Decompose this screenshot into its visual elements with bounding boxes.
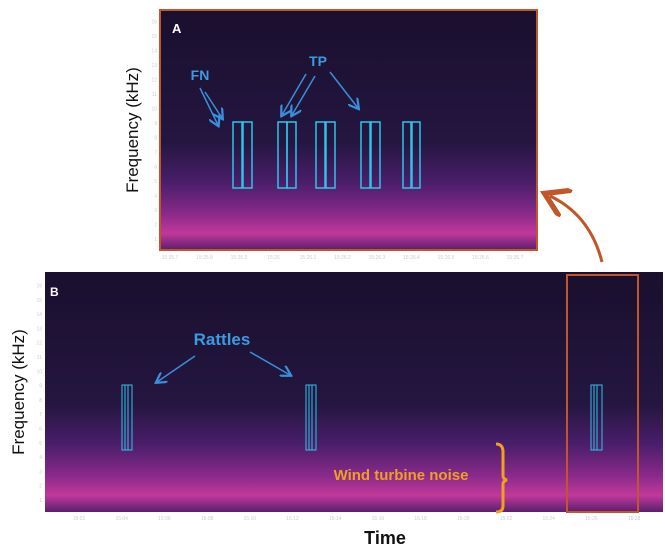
y-tick-label: 5 [39,441,42,447]
x-tick-label: 15:25.8 [196,255,213,261]
x-tick-label: 15:02 [73,516,86,522]
y-tick-label: 15 [36,298,42,304]
brace [495,442,508,514]
zoom-arrow [550,196,604,263]
y-tick-label: 15 [151,34,157,40]
y-tick-label: 3 [39,469,42,475]
spectrogram [45,272,663,512]
y-axis-label: Frequency (kHz) [123,67,142,193]
annotation: FN [191,67,210,83]
y-tick-label: 16 [151,20,157,26]
rattles [121,384,603,451]
y-tick-label: 6 [154,165,157,171]
x-tick-label: 15:26.6 [472,255,489,261]
x-tick-label: 15:26 [267,255,280,261]
x-tick-label: 15:16 [372,516,385,522]
y-tick-label: 12 [36,341,42,347]
y-tick-label: 16 [36,284,42,290]
y-tick-label: 10 [36,369,42,375]
x-tick-label: 15:26.1 [300,255,317,261]
x-tick-label: 15:14 [329,516,342,522]
y-tick-label: 9 [39,384,42,390]
x-tick-label: 15:06 [158,516,171,522]
x-tick-label: 15:18 [414,516,427,522]
x-tick-label: 15:08 [201,516,214,522]
x-tick-label: 15:25.9 [231,255,248,261]
y-tick-label: 2 [39,484,42,490]
y-tick-label: 13 [151,63,157,69]
zoom-box [566,274,639,513]
arrow [249,351,290,375]
annotation: Rattles [194,330,251,349]
y-tick-label: 5 [154,179,157,185]
x-tick-label: 15:26.5 [438,255,455,261]
x-tick-label: 15:26.2 [334,255,351,261]
x-tick-label: 15:25.7 [162,255,179,261]
y-tick-label: 9 [154,121,157,127]
x-tick-label: 15:04 [115,516,128,522]
x-tick-label: 15:20 [457,516,470,522]
x-tick-label: 15:26.4 [403,255,420,261]
y-tick-label: 13 [36,326,42,332]
y-tick-label: 7 [39,412,42,418]
y-tick-label: 7 [154,150,157,156]
panel-label: A [172,21,182,36]
y-tick-label: 14 [151,49,157,55]
annotation: TP [309,53,327,69]
y-tick-label: 8 [154,136,157,142]
y-tick-label: 1 [154,237,157,243]
arrows [199,71,358,125]
y-tick-label: 11 [37,355,42,361]
y-axis-label: Frequency (kHz) [9,329,28,455]
y-tick-label: 4 [39,455,42,461]
x-tick-label: 15:26 [585,516,598,522]
x-tick-label: 15:26.7 [507,255,524,261]
y-tick-label: 10 [151,107,157,113]
x-tick-label: 15:26.3 [369,255,386,261]
x-tick-label: 15:12 [286,516,299,522]
arrow [157,355,196,382]
y-tick-label: 1 [39,498,42,504]
x-axis-label: Time [364,528,406,548]
y-tick-label: 12 [151,78,157,84]
y-tick-label: 6 [39,427,42,433]
detection-boxes [232,121,421,189]
y-tick-label: 8 [39,398,42,404]
x-tick-label: 15:10 [244,516,257,522]
spectrogram [159,9,538,251]
annotation: Wind turbine noise [334,467,469,484]
y-tick-label: 4 [154,194,157,200]
x-tick-label: 15:22 [500,516,513,522]
x-tick-label: 15:24 [542,516,555,522]
x-tick-label: 15:28 [628,516,641,522]
panel-b: B Frequency (kHz) Time Rattles Wind turb… [9,272,663,548]
y-tick-label: 2 [154,223,157,229]
y-tick-label: 14 [36,312,42,318]
y-tick-label: 3 [154,208,157,214]
panel-a: A Frequency (kHz) FN TP 1234567891011121… [123,9,538,261]
y-tick-label: 11 [152,92,157,98]
panel-label: B [50,285,59,299]
